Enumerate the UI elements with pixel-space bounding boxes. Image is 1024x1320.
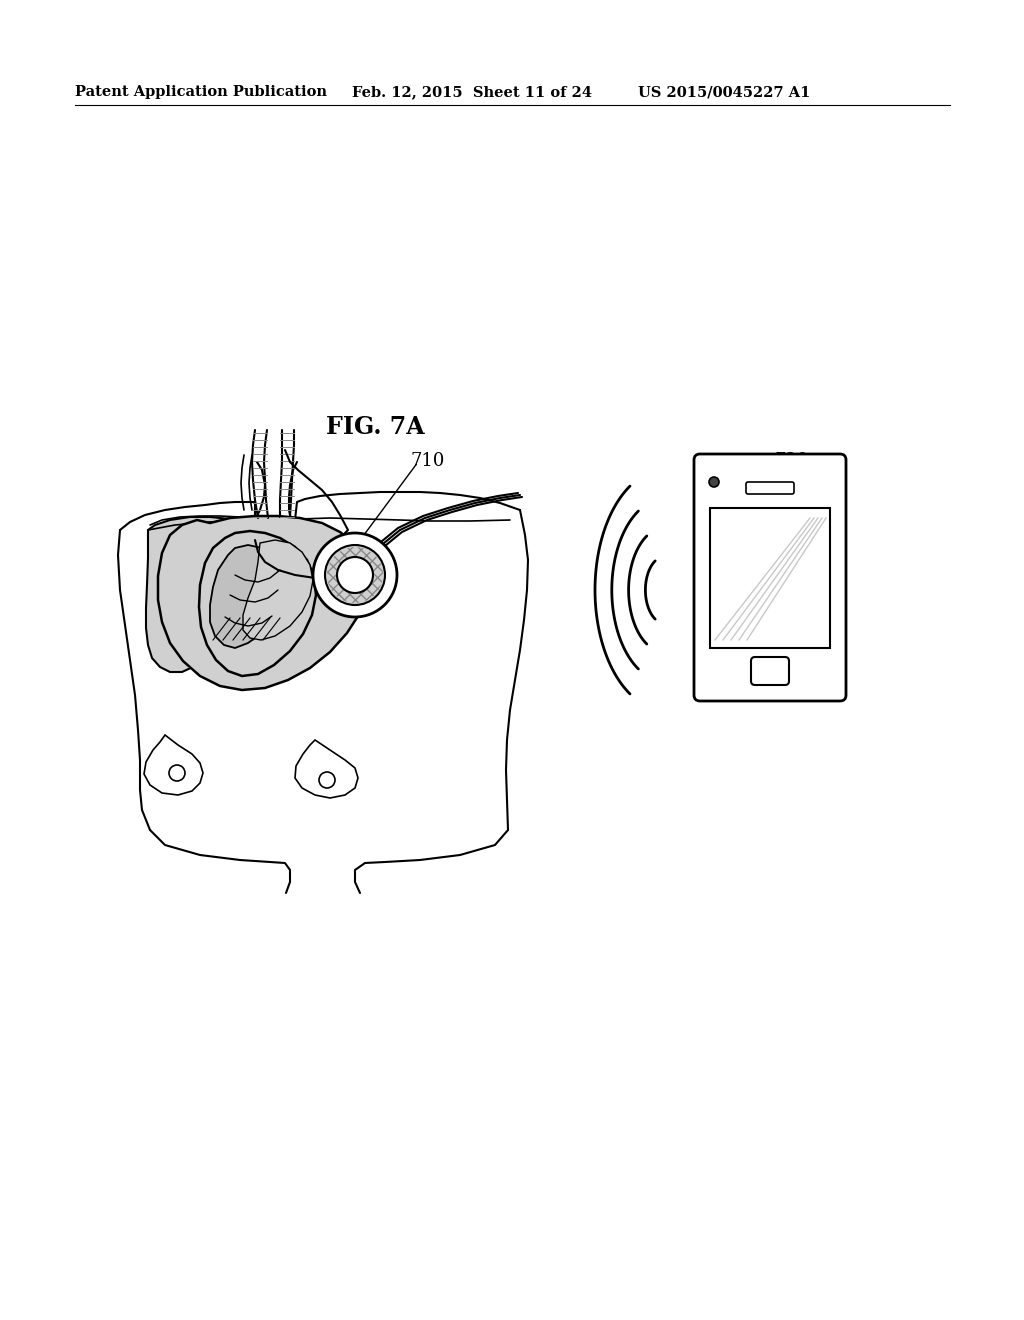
Bar: [710, 508, 830, 648]
Circle shape: [319, 772, 335, 788]
Polygon shape: [210, 545, 285, 648]
Text: Feb. 12, 2015  Sheet 11 of 24: Feb. 12, 2015 Sheet 11 of 24: [352, 84, 592, 99]
FancyBboxPatch shape: [746, 482, 794, 494]
FancyBboxPatch shape: [751, 657, 790, 685]
Text: FIG. 7A: FIG. 7A: [326, 414, 424, 440]
Circle shape: [325, 545, 385, 605]
Text: 720: 720: [774, 451, 808, 470]
Text: Patent Application Publication: Patent Application Publication: [75, 84, 327, 99]
Polygon shape: [144, 735, 203, 795]
Circle shape: [313, 533, 397, 616]
Polygon shape: [199, 531, 316, 676]
Polygon shape: [146, 517, 260, 672]
Circle shape: [709, 477, 719, 487]
FancyBboxPatch shape: [694, 454, 846, 701]
Polygon shape: [295, 741, 358, 799]
Text: US 2015/0045227 A1: US 2015/0045227 A1: [638, 84, 810, 99]
Polygon shape: [243, 540, 313, 640]
Circle shape: [337, 557, 373, 593]
Text: 710: 710: [410, 451, 444, 470]
Polygon shape: [158, 516, 370, 690]
Circle shape: [169, 766, 185, 781]
